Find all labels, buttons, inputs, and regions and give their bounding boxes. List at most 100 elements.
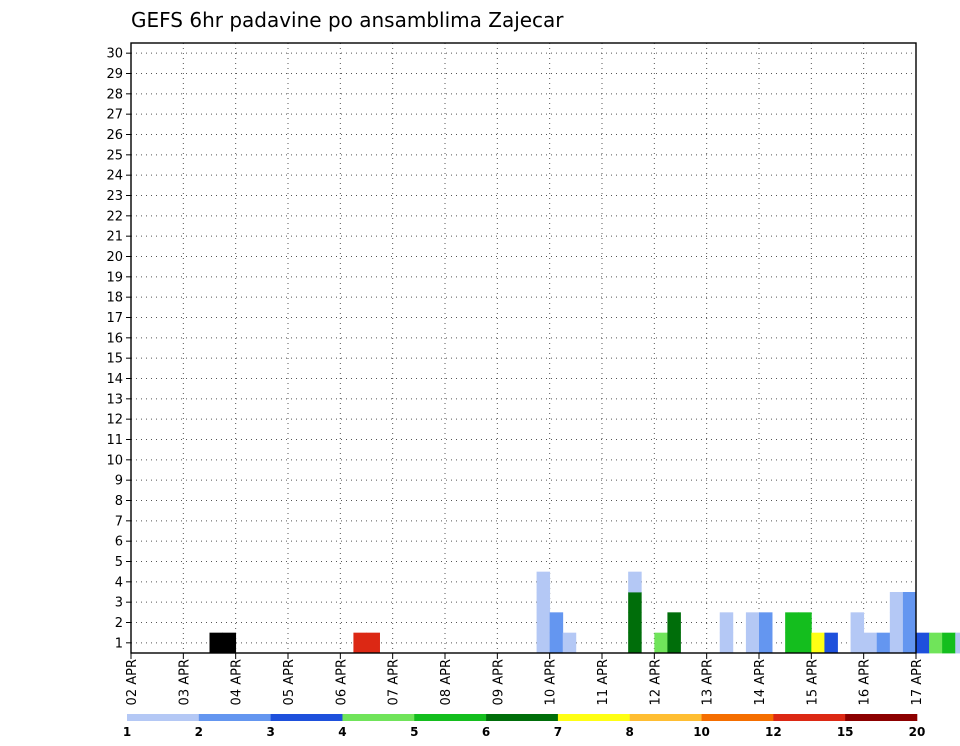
- heatmap-cell: [785, 612, 798, 633]
- legend-swatch: [558, 714, 630, 721]
- y-tick-label: 23: [106, 189, 123, 204]
- legend-label: 8: [626, 725, 634, 739]
- heatmap-cell: [367, 633, 380, 654]
- heatmap-cell: [628, 612, 641, 633]
- x-tick-label: 14 APR: [753, 659, 768, 705]
- legend-label: 4: [338, 725, 346, 739]
- y-tick-label: 12: [106, 413, 123, 428]
- y-tick-label: 27: [106, 108, 123, 123]
- legend-swatch: [127, 714, 199, 721]
- heatmap-cell: [537, 592, 550, 613]
- x-tick-label: 08 APR: [439, 659, 454, 705]
- heatmap-cell: [628, 633, 641, 654]
- heatmap-cell: [537, 612, 550, 633]
- y-tick-label: 18: [106, 291, 123, 306]
- legend-swatch: [773, 714, 845, 721]
- y-tick-label: 10: [106, 453, 123, 468]
- y-tick-label: 6: [115, 535, 123, 550]
- legend-swatch: [199, 714, 271, 721]
- heatmap-cell: [851, 633, 864, 654]
- legend-label: 12: [765, 725, 782, 739]
- legend-swatch: [486, 714, 558, 721]
- y-tick-label: 1: [115, 636, 123, 651]
- heatmap-cell: [955, 633, 960, 654]
- heatmap-cell: [890, 592, 903, 613]
- y-tick-label: 13: [106, 392, 123, 407]
- y-tick-label: 19: [106, 270, 123, 285]
- x-tick-label: 13 APR: [701, 659, 716, 705]
- heatmap-cell: [890, 612, 903, 633]
- y-tick-label: 17: [106, 311, 123, 326]
- heatmap-cell: [903, 612, 916, 633]
- y-tick-label: 25: [106, 148, 123, 163]
- x-tick-label: 09 APR: [491, 659, 506, 705]
- y-tick-label: 28: [106, 87, 123, 102]
- x-tick-label: 17 APR: [910, 659, 925, 705]
- plot-background: [131, 43, 916, 653]
- heatmap-cell: [720, 612, 733, 633]
- y-tick-label: 5: [115, 555, 123, 570]
- heatmap-cell: [798, 612, 811, 633]
- x-tick-label: 07 APR: [387, 659, 402, 705]
- heatmap-cell: [223, 633, 236, 654]
- heatmap-cell: [811, 633, 824, 654]
- y-axis: 1234567891011121314151617181920212223242…: [106, 47, 131, 652]
- x-tick-label: 06 APR: [334, 659, 349, 705]
- heatmap-cell: [563, 633, 576, 654]
- x-tick-label: 15 APR: [805, 659, 820, 705]
- y-tick-label: 20: [106, 250, 123, 265]
- legend-label: 20: [909, 725, 926, 739]
- y-tick-label: 24: [106, 169, 123, 184]
- y-tick-label: 21: [106, 230, 123, 245]
- heatmap-cell: [903, 592, 916, 613]
- legend-label: 10: [693, 725, 710, 739]
- y-tick-label: 16: [106, 331, 123, 346]
- y-tick-label: 30: [106, 47, 123, 62]
- y-tick-label: 11: [106, 433, 123, 448]
- y-tick-label: 29: [106, 67, 123, 82]
- heatmap-cell: [785, 633, 798, 654]
- y-tick-label: 22: [106, 209, 123, 224]
- heatmap-cell: [903, 633, 916, 654]
- heatmap-cell: [890, 633, 903, 654]
- heatmap-cell: [550, 633, 563, 654]
- heatmap-cell: [916, 633, 929, 654]
- legend-label: 2: [195, 725, 203, 739]
- heatmap-cell: [537, 572, 550, 593]
- x-tick-label: 12 APR: [648, 659, 663, 705]
- y-tick-label: 8: [115, 494, 123, 509]
- heatmap-cell: [759, 633, 772, 654]
- heatmap-cell: [759, 612, 772, 633]
- x-tick-label: 10 APR: [544, 659, 559, 705]
- legend-label: 6: [482, 725, 490, 739]
- heatmap-cell: [550, 612, 563, 633]
- legend-swatch: [342, 714, 414, 721]
- x-tick-label: 05 APR: [282, 659, 297, 705]
- plot-area: [131, 43, 916, 653]
- legend-label: 15: [837, 725, 854, 739]
- y-tick-label: 15: [106, 352, 123, 367]
- legend-swatch: [702, 714, 774, 721]
- heatmap-cell: [851, 612, 864, 633]
- legend-label: 3: [266, 725, 274, 739]
- heatmap-cell: [667, 612, 680, 633]
- legend-swatch: [845, 714, 917, 721]
- x-tick-label: 16 APR: [858, 659, 873, 705]
- heatmap-cell: [864, 633, 877, 654]
- legend-label: 7: [554, 725, 562, 739]
- heatmap-cell: [720, 633, 733, 654]
- y-tick-label: 7: [115, 514, 123, 529]
- heatmap-cell: [667, 633, 680, 654]
- heatmap-cell: [942, 633, 955, 654]
- heatmap-cell: [746, 612, 759, 633]
- heatmap-cell: [929, 633, 942, 654]
- heatmap-cell: [210, 633, 223, 654]
- heatmap-cell: [353, 633, 366, 654]
- chart-title: GEFS 6hr padavine po ansamblima Zajecar: [131, 8, 564, 32]
- heatmap-cell: [654, 633, 667, 654]
- y-tick-label: 3: [115, 596, 123, 611]
- y-tick-label: 4: [115, 575, 123, 590]
- heatmap-cell: [824, 633, 837, 654]
